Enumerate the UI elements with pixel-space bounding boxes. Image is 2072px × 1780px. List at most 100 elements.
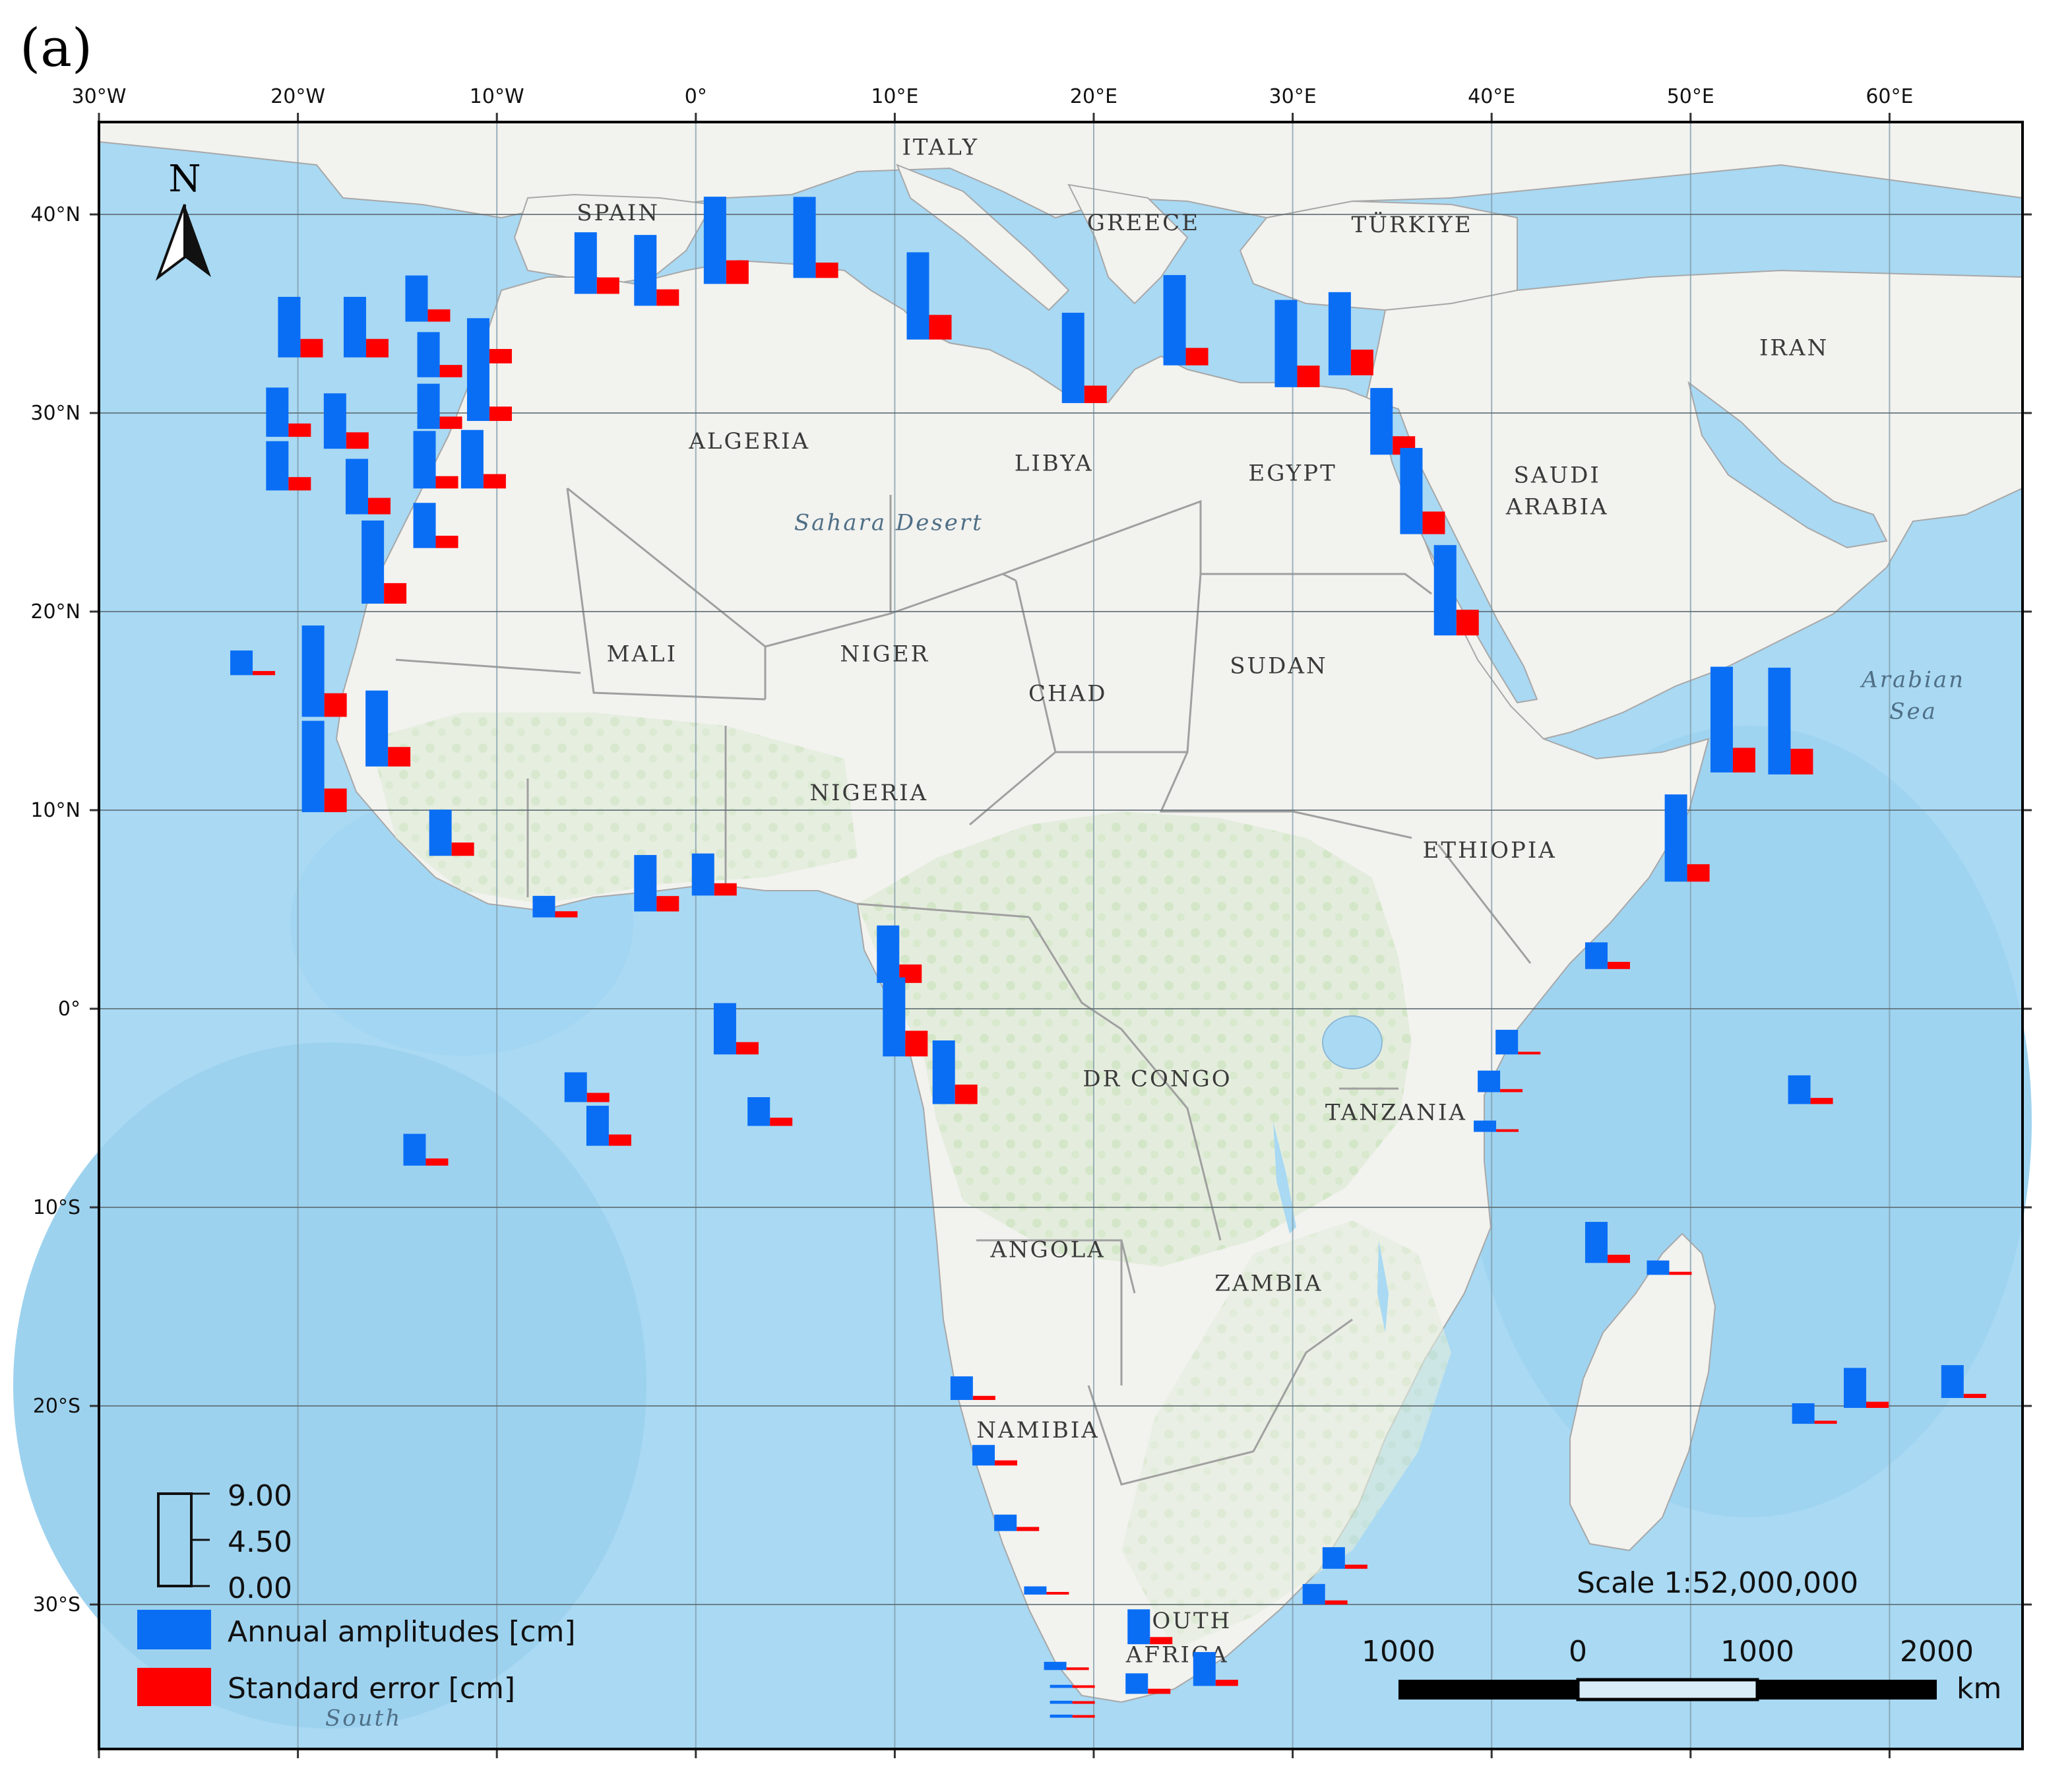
amplitude-bar [1474,1120,1497,1132]
amplitude-bar [1792,1403,1815,1424]
lon-label: 40°E [1468,85,1515,108]
lat-label: 20°S [33,1395,80,1418]
error-bar [1422,511,1445,534]
error-bar [555,911,578,918]
lon-label: 60°E [1866,85,1913,108]
scale-title: Scale 1:52,000,000 [1577,1566,1858,1600]
error-bar [1814,1420,1837,1424]
error-bar [253,671,276,676]
country-label: SOUTH [1135,1608,1232,1634]
error-bar [736,1042,759,1055]
error-bar [425,1158,449,1166]
amplitude-bar [1495,1029,1519,1055]
legend-swatch-error [137,1668,211,1706]
legend-swatch-amplitude [137,1610,211,1649]
country-label: SUDAN [1230,652,1328,679]
country-label: GREECE [1087,210,1200,236]
country-label: TANZANIA [1325,1100,1467,1126]
country-label: NIGER [840,641,929,667]
error-bar [1185,348,1209,366]
error-bar [1687,864,1710,882]
error-bar [483,474,506,489]
error-bar [1084,385,1107,403]
error-bar [656,289,679,306]
amplitude-bar [278,296,301,358]
amplitude-bar [405,275,428,322]
amplitude-bar [1050,1714,1073,1718]
error-bar [1215,1680,1238,1686]
lat-label: 10°S [33,1196,80,1219]
amplitude-bar [1585,942,1608,969]
land-masses [98,121,2023,1703]
error-bar [1017,1527,1040,1531]
error-bar [365,338,389,358]
map-frame [98,121,2024,1750]
legend-tick-min: 0.00 [228,1572,292,1605]
lake-tanganyika [1273,1122,1296,1234]
error-bar [288,477,311,491]
amplitude-bar [1433,545,1457,636]
panel-label: (a) [20,17,92,79]
scale-label-1000-left: 1000 [1362,1635,1435,1669]
amplitude-bar [1941,1365,1964,1398]
country-label: MALI [607,641,677,667]
error-bar [1500,1089,1523,1093]
amplitude-bar [417,383,440,429]
north-arrow-light-half [155,204,186,281]
amplitude-bar [365,690,389,767]
amplitude-bar [1478,1070,1501,1093]
error-bar [995,1460,1018,1466]
error-bar [1344,1564,1367,1569]
amplitude-bar [564,1072,587,1102]
amplitude-bar [1193,1652,1216,1686]
land-europe [98,121,2023,219]
legend-size-scale: 9.00 4.50 0.00 [157,1479,292,1605]
lon-label: 30°W [72,85,127,108]
lat-label: 20°N [30,600,80,623]
amplitude-bar [1061,313,1084,403]
amplitude-bar [1400,447,1423,534]
lon-label: 20°W [270,85,325,108]
amplitude-bar [747,1097,770,1126]
amplitude-bar [1788,1075,1811,1104]
error-bar [451,842,474,856]
lat-label: 30°S [33,1593,80,1616]
amplitude-bar [1050,1684,1073,1688]
legend-tick-max: 9.00 [228,1479,292,1513]
amplitude-bar [1844,1368,1867,1409]
amplitude-bar [429,810,452,856]
scale-segment-3 [1757,1680,1937,1700]
amplitude-bar [1322,1547,1345,1569]
amplitude-bar [877,925,900,983]
amplitude-bar [1050,1700,1073,1704]
amplitude-bar [460,429,484,489]
error-bar [346,432,369,449]
country-label: NIGERIA [809,780,928,806]
amplitude-bar [417,332,440,377]
error-bar [1072,1715,1095,1718]
amplitude-bar [345,459,368,515]
lon-label: 0° [685,85,707,108]
sea-label: South [325,1705,402,1732]
error-bar [608,1134,631,1146]
amplitude-bar [1768,668,1791,775]
amplitude-bar [1710,666,1733,773]
error-bar [905,1031,928,1057]
error-bar [1607,1254,1630,1263]
amplitude-bar [230,650,253,676]
error-bar [489,348,512,364]
amplitude-bar [1664,794,1687,882]
error-bar [586,1093,610,1102]
amplitude-bar [403,1133,426,1166]
error-bar [384,583,407,604]
error-bar [489,406,512,422]
amplitude-bar [950,1376,973,1400]
error-bar [972,1395,995,1400]
sea-label: Arabian [1860,666,1965,693]
lake-victoria [1322,1015,1383,1069]
north-arrow-dark-half [185,205,211,277]
error-bar [1066,1667,1089,1670]
error-bar [435,536,458,548]
scale-label-2000: 2000 [1900,1635,1974,1669]
amplitude-bar [574,232,597,294]
